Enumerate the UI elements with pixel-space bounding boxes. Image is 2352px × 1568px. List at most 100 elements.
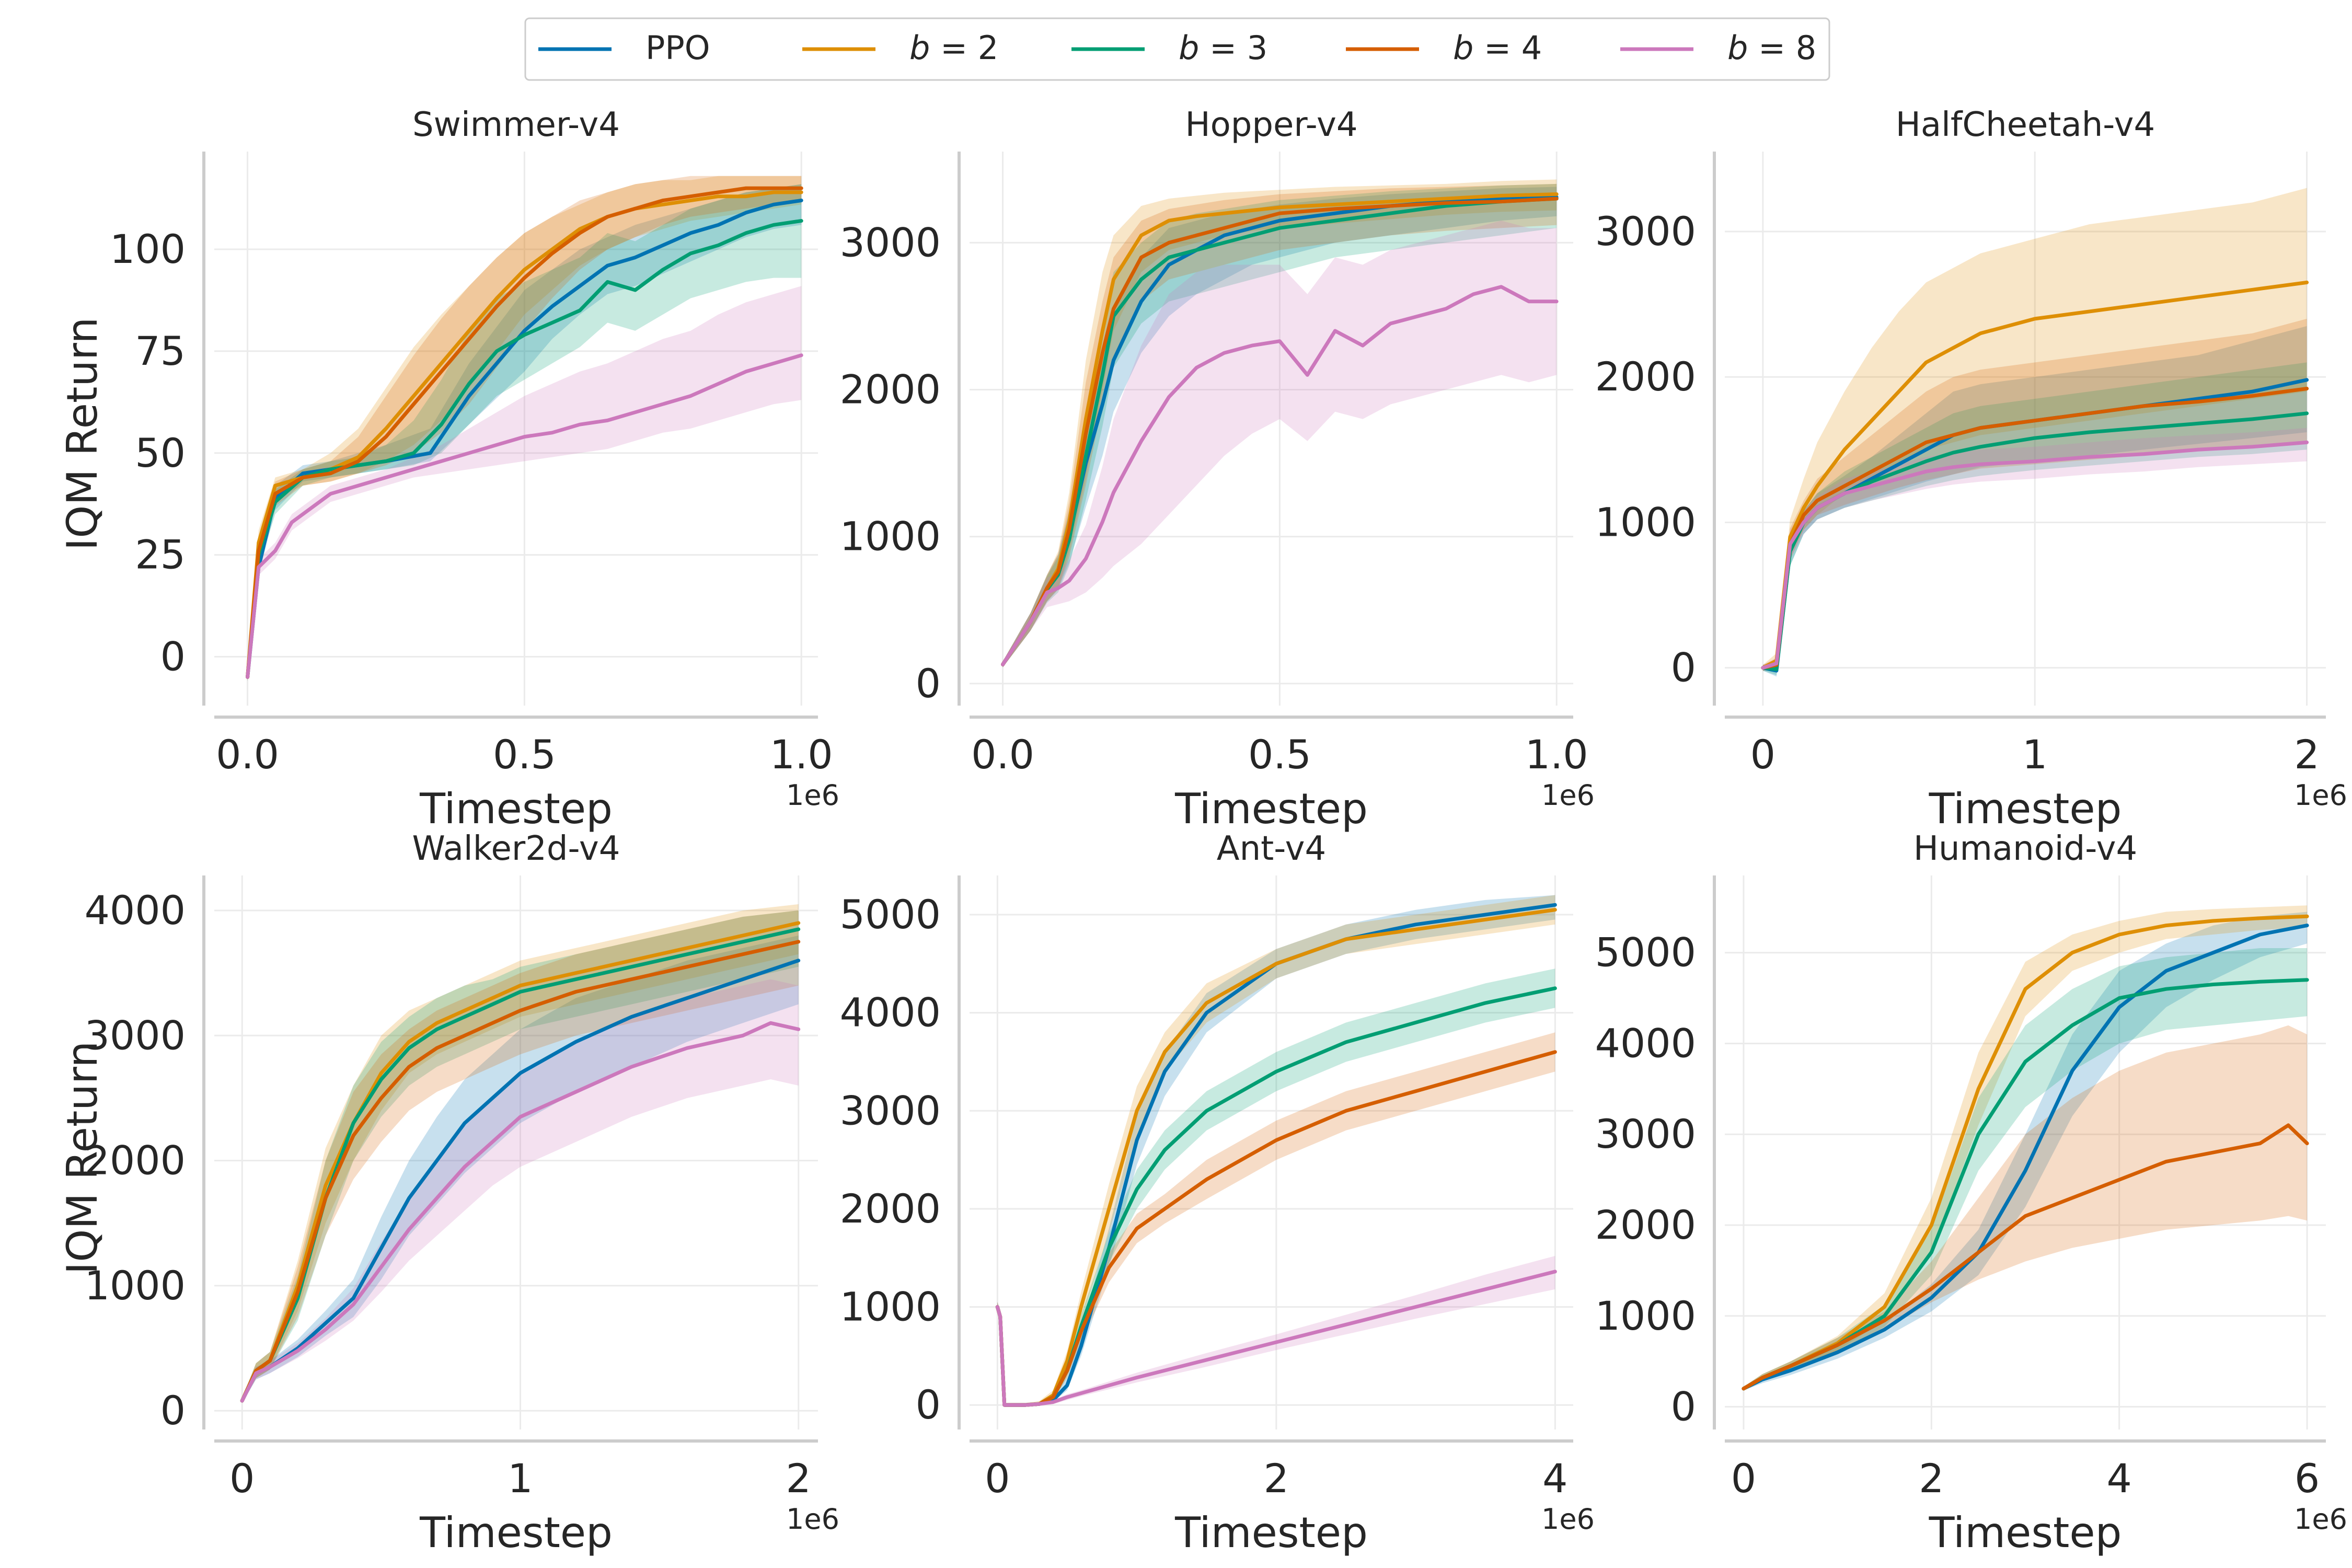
x-tick-label: 0 bbox=[229, 1455, 255, 1502]
band-b-8 bbox=[1762, 428, 2307, 671]
legend-label-ppo: PPO bbox=[645, 29, 710, 67]
line-b-4 bbox=[246, 186, 803, 679]
line-ppo bbox=[1742, 924, 2309, 1391]
line-b-8 bbox=[246, 353, 803, 679]
band-b-8 bbox=[997, 1255, 1555, 1407]
x-axis-label: Timestep bbox=[419, 785, 613, 833]
y-tick-label: 0 bbox=[916, 1381, 941, 1428]
x-tick-label: 6 bbox=[2295, 1455, 2320, 1502]
band-b-3 bbox=[247, 184, 802, 682]
panel-title: HalfCheetah-v4 bbox=[1896, 106, 2155, 144]
x-axis-label: Timestep bbox=[1174, 1508, 1368, 1557]
band-b-8 bbox=[247, 286, 802, 682]
band-b-2 bbox=[1762, 188, 2307, 671]
x-tick-label: 0.0 bbox=[216, 731, 279, 778]
x-axis-label: Timestep bbox=[419, 1508, 613, 1557]
y-tick-label: 3000 bbox=[840, 1087, 941, 1134]
y-tick-label: 0 bbox=[1671, 644, 1696, 691]
line-b-8 bbox=[995, 1270, 1557, 1407]
line-b-8 bbox=[1001, 285, 1559, 666]
line-b-4 bbox=[1001, 197, 1559, 666]
line-b-3 bbox=[246, 219, 803, 679]
y-tick-label: 2000 bbox=[1595, 1202, 1696, 1248]
line-b-4 bbox=[1742, 1123, 2309, 1391]
y-tick-label: 2000 bbox=[1595, 353, 1696, 400]
x-tick-label: 0.5 bbox=[1248, 731, 1311, 778]
y-tick-label: 4000 bbox=[1595, 1020, 1696, 1066]
y-tick-label: 1000 bbox=[840, 513, 941, 560]
y-tick-label: 1000 bbox=[1595, 499, 1696, 545]
y-tick-label: 3000 bbox=[85, 1012, 186, 1058]
panel-title: Swimmer-v4 bbox=[412, 106, 620, 144]
panel-title: Humanoid-v4 bbox=[1913, 829, 2137, 868]
line-b-2 bbox=[1761, 280, 2309, 670]
y-tick-label: 5000 bbox=[840, 891, 941, 938]
line-b-4 bbox=[240, 940, 801, 1403]
y-tick-label: 3000 bbox=[840, 219, 941, 266]
band-b-8 bbox=[242, 979, 799, 1403]
band-ppo bbox=[1762, 326, 2307, 677]
y-tick-label: 0 bbox=[916, 660, 941, 707]
band-b-4 bbox=[1762, 318, 2307, 671]
line-ppo bbox=[246, 199, 803, 679]
x-multiplier: 1e6 bbox=[1541, 779, 1595, 812]
y-tick-label: 2000 bbox=[85, 1137, 186, 1184]
legend: PPO b = 2 b = 3 b = 4 b = 8 bbox=[524, 17, 1830, 81]
y-tick-label: 2000 bbox=[840, 366, 941, 412]
band-b-3 bbox=[1762, 362, 2307, 675]
x-tick-label: 2 bbox=[786, 1455, 811, 1502]
y-tick-label: 0 bbox=[160, 1387, 186, 1434]
x-tick-label: 0 bbox=[985, 1455, 1010, 1502]
band-ppo bbox=[242, 935, 799, 1403]
y-axis-label: IQM Return bbox=[58, 1041, 107, 1274]
panel-title: Hopper-v4 bbox=[1185, 106, 1357, 144]
y-tick-label: 50 bbox=[135, 430, 186, 476]
band-b-3 bbox=[1743, 948, 2308, 1391]
legend-label-b-2: b = 2 bbox=[909, 29, 998, 67]
y-tick-label: 1000 bbox=[85, 1262, 186, 1309]
panel-title: Ant-v4 bbox=[1217, 829, 1326, 868]
legend-label-b-8: b = 8 bbox=[1727, 29, 1816, 67]
line-b-8 bbox=[240, 1021, 801, 1403]
y-tick-label: 25 bbox=[135, 532, 186, 578]
x-tick-label: 4 bbox=[1542, 1455, 1567, 1502]
band-b-3 bbox=[997, 969, 1555, 1407]
y-tick-label: 100 bbox=[110, 226, 186, 272]
x-multiplier: 1e6 bbox=[2294, 779, 2347, 812]
x-multiplier: 1e6 bbox=[786, 779, 839, 812]
band-ppo bbox=[1002, 187, 1557, 667]
x-tick-label: 0.0 bbox=[971, 731, 1034, 778]
line-b-8 bbox=[1761, 440, 2309, 670]
x-tick-label: 1.0 bbox=[1525, 731, 1588, 778]
y-tick-label: 4000 bbox=[840, 989, 941, 1036]
y-tick-label: 0 bbox=[1671, 1383, 1696, 1430]
x-tick-label: 4 bbox=[2107, 1455, 2132, 1502]
band-b-8 bbox=[1002, 221, 1557, 667]
legend-frame bbox=[524, 17, 1830, 81]
x-tick-label: 0.5 bbox=[493, 731, 556, 778]
x-axis-label: Timestep bbox=[1174, 785, 1368, 833]
x-axis-label: Timestep bbox=[1929, 785, 2122, 833]
legend-label-b-4: b = 4 bbox=[1453, 29, 1542, 67]
y-axis-label: IQM Return bbox=[58, 317, 107, 550]
x-multiplier: 1e6 bbox=[2294, 1503, 2347, 1536]
y-tick-label: 4000 bbox=[85, 887, 186, 933]
y-tick-label: 3000 bbox=[1595, 208, 1696, 255]
y-tick-label: 5000 bbox=[1595, 929, 1696, 976]
panel-title: Walker2d-v4 bbox=[412, 829, 620, 868]
x-axis-label: Timestep bbox=[1929, 1508, 2122, 1557]
x-tick-label: 0 bbox=[1750, 731, 1775, 778]
x-tick-label: 2 bbox=[1264, 1455, 1289, 1502]
y-tick-label: 75 bbox=[135, 328, 186, 374]
x-tick-label: 1 bbox=[508, 1455, 533, 1502]
line-b-4 bbox=[1761, 387, 2309, 670]
y-tick-label: 1000 bbox=[1595, 1293, 1696, 1339]
y-tick-label: 3000 bbox=[1595, 1111, 1696, 1157]
y-tick-label: 2000 bbox=[840, 1185, 941, 1232]
